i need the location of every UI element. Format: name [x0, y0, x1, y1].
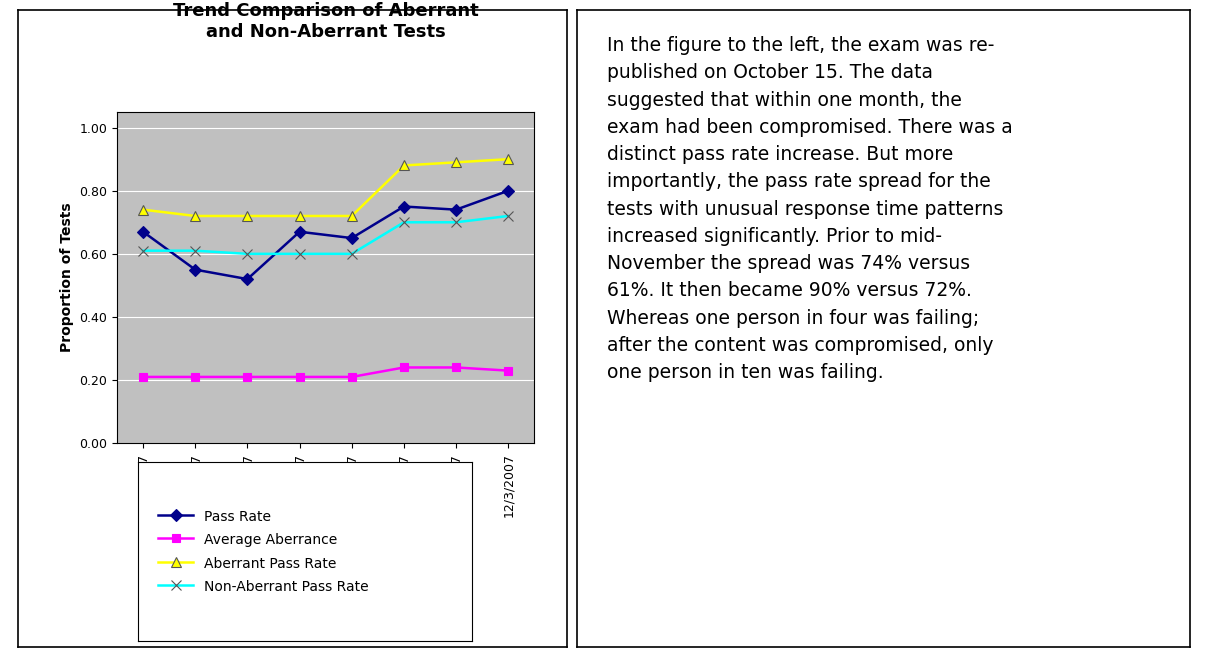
- Aberrant Pass Rate: [240, 212, 255, 220]
- Legend: Pass Rate, Average Aberrance, Aberrant Pass Rate, Non-Aberrant Pass Rate: Pass Rate, Average Aberrance, Aberrant P…: [151, 503, 375, 600]
- Non-Aberrant Pass Rate: [397, 218, 412, 226]
- Average Aberrance: [397, 363, 412, 371]
- Non-Aberrant Pass Rate: [136, 247, 151, 255]
- Pass Rate: [188, 265, 203, 273]
- Aberrant Pass Rate: [188, 212, 203, 220]
- Non-Aberrant Pass Rate: [240, 250, 255, 258]
- Text: Trend Comparison of Aberrant
and Non-Aberrant Tests: Trend Comparison of Aberrant and Non-Abe…: [173, 3, 478, 41]
- Non-Aberrant Pass Rate: [501, 212, 515, 220]
- Pass Rate: [449, 206, 463, 214]
- Non-Aberrant Pass Rate: [292, 250, 307, 258]
- Pass Rate: [501, 187, 515, 194]
- Pass Rate: [136, 228, 151, 236]
- Aberrant Pass Rate: [344, 212, 358, 220]
- Aberrant Pass Rate: [397, 162, 412, 170]
- Average Aberrance: [292, 373, 307, 381]
- Y-axis label: Proportion of Tests: Proportion of Tests: [59, 203, 74, 352]
- Average Aberrance: [449, 363, 463, 371]
- Aberrant Pass Rate: [501, 155, 515, 163]
- Line: Average Aberrance: Average Aberrance: [139, 363, 513, 381]
- Non-Aberrant Pass Rate: [188, 247, 203, 255]
- Average Aberrance: [501, 367, 515, 374]
- Non-Aberrant Pass Rate: [344, 250, 358, 258]
- Line: Pass Rate: Pass Rate: [139, 187, 513, 283]
- Line: Aberrant Pass Rate: Aberrant Pass Rate: [138, 154, 513, 221]
- Pass Rate: [344, 234, 358, 242]
- Average Aberrance: [136, 373, 151, 381]
- Non-Aberrant Pass Rate: [449, 218, 463, 226]
- Line: Non-Aberrant Pass Rate: Non-Aberrant Pass Rate: [138, 211, 513, 259]
- Pass Rate: [292, 228, 307, 236]
- Text: In the figure to the left, the exam was re-
published on October 15. The data
su: In the figure to the left, the exam was …: [607, 36, 1013, 382]
- Aberrant Pass Rate: [292, 212, 307, 220]
- Average Aberrance: [344, 373, 358, 381]
- Average Aberrance: [188, 373, 203, 381]
- Aberrant Pass Rate: [136, 206, 151, 214]
- Pass Rate: [240, 275, 255, 283]
- Pass Rate: [397, 202, 412, 210]
- Aberrant Pass Rate: [449, 158, 463, 166]
- Average Aberrance: [240, 373, 255, 381]
